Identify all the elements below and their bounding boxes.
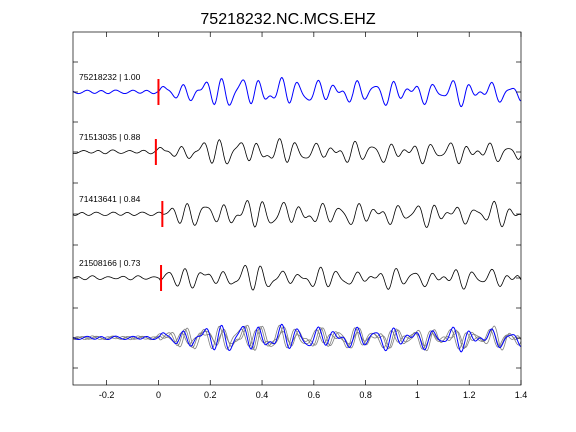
waveform-traces [72,77,522,353]
pick-markers [154,79,164,291]
trace-21508166-line [72,264,522,291]
x-tick-label: -0.2 [99,390,115,400]
x-tick-label: 0.4 [256,390,269,400]
x-tick-labels: -0.2 0 0.2 0.4 0.6 0.8 1 1.2 1.4 [99,390,527,400]
x-tick-label: 1.4 [515,390,528,400]
x-tick-label: 1 [415,390,420,400]
x-tick-label: 0.8 [359,390,372,400]
trace-71413641-line [72,200,522,228]
x-tick-label: 0 [156,390,161,400]
trace-label-21508166: 21508166 | 0.73 [79,258,141,268]
trace-71513035-line [72,138,522,165]
chart-title: 75218232.NC.MCS.EHZ [200,11,375,28]
x-tick-label: 0.2 [204,390,217,400]
axis-ticks [73,32,522,385]
trace-labels: 75218232 | 1.00 71513035 | 0.88 71413641 |… [79,72,141,268]
trace-label-75218232: 75218232 | 1.00 [79,72,141,82]
trace-75218232-line [72,77,522,108]
stack-trace-21508166 [72,325,522,351]
stack-trace-75218232 [72,323,522,353]
x-tick-label: 1.2 [463,390,476,400]
x-tick-label: 0.6 [308,390,321,400]
trace-label-71513035: 71513035 | 0.88 [79,132,141,142]
plot-frame [72,31,522,386]
stack-trace-71413641 [72,324,522,352]
trace-label-71413641: 71413641 | 0.84 [79,194,141,204]
